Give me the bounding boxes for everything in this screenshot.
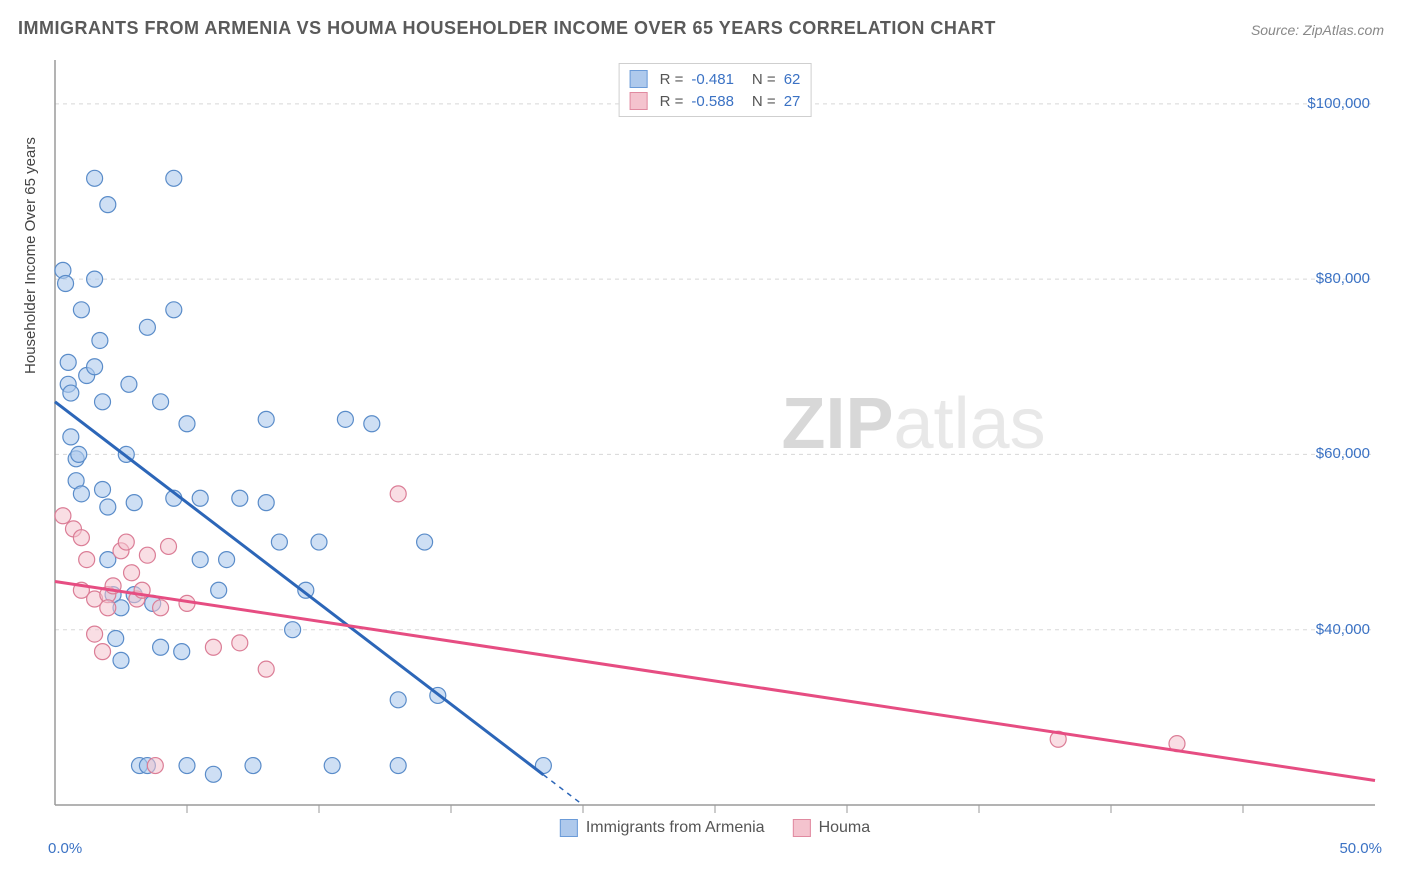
y-tick-label: $100,000	[1307, 95, 1370, 112]
legend-correlation: R = -0.481 N = 62 R = -0.588 N = 27	[619, 63, 812, 117]
n-value-b: 27	[784, 93, 801, 110]
r-label: R =	[660, 93, 684, 110]
y-axis-label: Householder Income Over 65 years	[22, 137, 39, 374]
legend-row-a: R = -0.481 N = 62	[630, 68, 801, 90]
y-tick-label: $80,000	[1316, 270, 1370, 287]
series-b-name: Houma	[819, 819, 871, 837]
legend-item-a: Immigrants from Armenia	[560, 819, 765, 837]
chart-area: ZIPatlas Householder Income Over 65 year…	[50, 55, 1380, 835]
source-label: Source: ZipAtlas.com	[1251, 22, 1384, 38]
x-max-label: 50.0%	[1339, 840, 1382, 857]
n-label: N =	[752, 71, 776, 88]
swatch-series-a	[630, 70, 648, 88]
y-tick-label: $60,000	[1316, 445, 1370, 462]
swatch-series-b	[793, 819, 811, 837]
series-a-name: Immigrants from Armenia	[586, 819, 765, 837]
legend-item-b: Houma	[793, 819, 871, 837]
swatch-series-a	[560, 819, 578, 837]
y-tick-label: $40,000	[1316, 621, 1370, 638]
legend-row-b: R = -0.588 N = 27	[630, 90, 801, 112]
scatter-plot	[50, 55, 1380, 835]
r-label: R =	[660, 71, 684, 88]
legend-series: Immigrants from Armenia Houma	[560, 819, 870, 837]
n-value-a: 62	[784, 71, 801, 88]
chart-title: IMMIGRANTS FROM ARMENIA VS HOUMA HOUSEHO…	[18, 18, 996, 39]
x-min-label: 0.0%	[48, 840, 82, 857]
swatch-series-b	[630, 92, 648, 110]
n-label: N =	[752, 93, 776, 110]
r-value-b: -0.588	[691, 93, 734, 110]
r-value-a: -0.481	[691, 71, 734, 88]
